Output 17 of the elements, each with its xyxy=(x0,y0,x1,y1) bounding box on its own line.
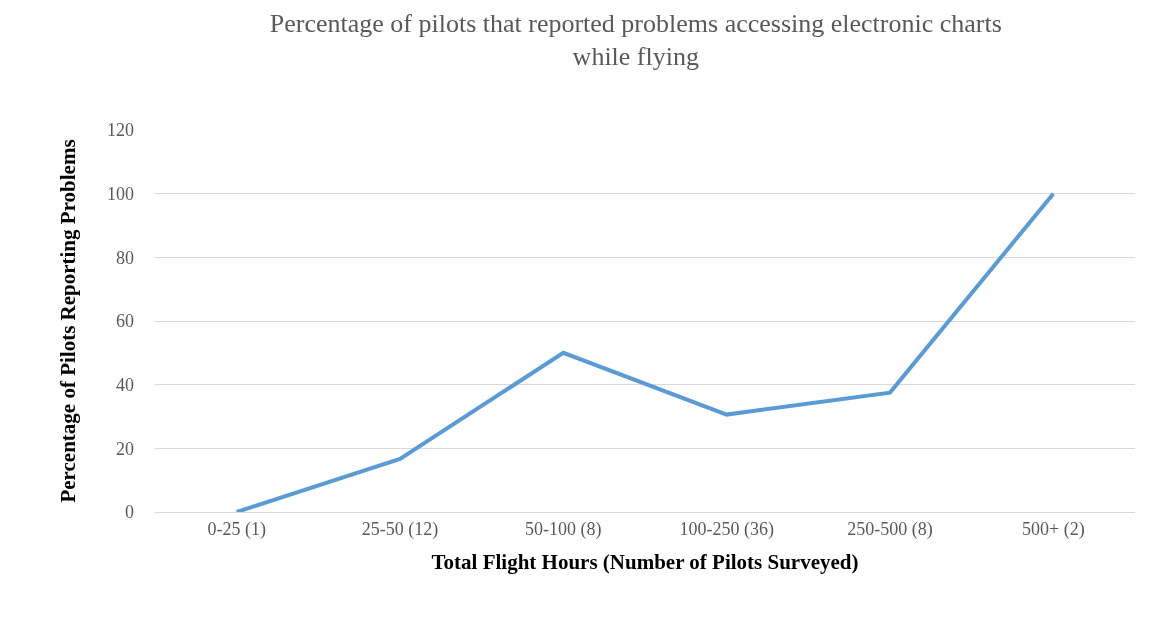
x-axis-title: Total Flight Hours (Number of Pilots Surveyed) xyxy=(431,549,859,574)
y-tick-label: 100 xyxy=(107,183,134,204)
y-tick-label: 0 xyxy=(125,502,134,523)
y-tick-label: 60 xyxy=(116,311,134,332)
y-tick-label: 80 xyxy=(116,247,134,268)
x-tick-label: 500+ (2) xyxy=(1022,518,1085,540)
y-tick-label: 40 xyxy=(116,374,134,395)
x-tick-label: 250-500 (8) xyxy=(847,518,933,540)
line-series xyxy=(234,191,1056,512)
y-tick-label: 20 xyxy=(116,438,134,459)
y-axis-title: Percentage of Pilots Reporting Problems xyxy=(56,139,81,503)
chart-title: Percentage of pilots that reported problems accessing electronic charts while flying xyxy=(269,8,1002,72)
x-tick-label: 50-100 (8) xyxy=(525,518,602,540)
x-tick-label: 100-250 (36) xyxy=(679,518,774,540)
x-tick-label: 0-25 (1) xyxy=(207,518,266,540)
y-tick-label: 120 xyxy=(107,120,134,141)
x-tick-label: 25-50 (12) xyxy=(361,518,439,540)
